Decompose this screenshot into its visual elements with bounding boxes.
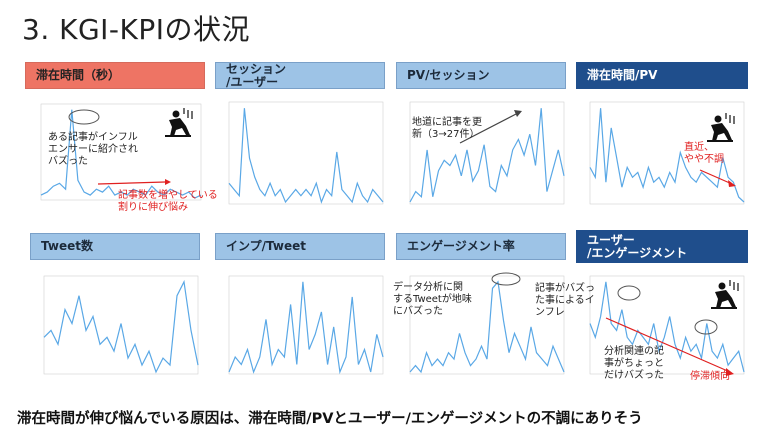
chart-frame	[228, 275, 384, 375]
header-label: ユーザー /エンゲージメント	[587, 232, 688, 260]
chart-frame	[40, 103, 202, 201]
annotation-text: データ分析に関 するTweetが地味 にバズった	[393, 282, 472, 317]
chart-frame	[409, 101, 565, 205]
chart-dwell-time	[27, 98, 205, 216]
header-label: 滞在時間/PV	[587, 68, 658, 82]
header-tweet-count: Tweet数	[30, 233, 200, 260]
header-label: 滞在時間（秒）	[36, 68, 121, 82]
chart-engagement-rate	[396, 270, 568, 390]
chart-imp-per-tweet	[215, 270, 387, 390]
header-users-per-engagement: ユーザー /エンゲージメント	[576, 230, 748, 263]
series-line	[228, 108, 384, 204]
annotation-red-text: 記事数を増やしている 割りに伸び悩み	[118, 190, 218, 213]
header-dwell-time: 滞在時間（秒）	[25, 62, 205, 89]
header-label: インプ/Tweet	[226, 239, 306, 253]
annotation-text: ある記事がインフル エンサーに紹介され バズった	[48, 132, 138, 167]
header-engagement-rate: エンゲージメント率	[396, 233, 566, 260]
header-dwell-per-pv: 滞在時間/PV	[576, 62, 748, 89]
header-label: Tweet数	[41, 239, 93, 253]
page-title: 3. KGI-KPIの状況	[22, 13, 251, 46]
chart-frame	[589, 101, 745, 205]
header-pv-per-session: PV/セッション	[396, 62, 566, 89]
annotation-red-text: 直近、 やや不調	[684, 142, 724, 165]
annotation-red-text: 停滞傾向	[690, 371, 730, 382]
series-line	[228, 281, 384, 375]
chart-tweet-count	[30, 270, 202, 390]
summary-text: 滞在時間が伸び悩んでいる原因は、滞在時間/PVとユーザー/エンゲージメントの不調…	[17, 411, 643, 427]
series-line	[43, 279, 199, 374]
series-line	[409, 280, 565, 374]
annotation-text: 記事がバズっ た事によるイ ンフレ	[535, 283, 595, 318]
header-label: PV/セッション	[407, 68, 490, 82]
annotation-text: 分析関連の記 事がちょっと だけバズった	[604, 346, 664, 381]
series-line	[40, 109, 202, 199]
series-line	[409, 108, 565, 203]
header-label: エンゲージメント率	[407, 239, 515, 253]
header-label: セッション /ユーザー	[226, 61, 287, 89]
chart-frame	[228, 101, 384, 205]
annotation-text: 地道に記事を更 新（3→27件）	[412, 117, 482, 140]
chart-sessions-per-user	[215, 96, 387, 220]
chart-frame	[43, 275, 199, 375]
chart-frame	[409, 275, 565, 375]
header-imp-per-tweet: インプ/Tweet	[215, 233, 385, 260]
chart-pv-per-session	[396, 96, 568, 220]
header-sessions-per-user: セッション /ユーザー	[215, 62, 385, 89]
